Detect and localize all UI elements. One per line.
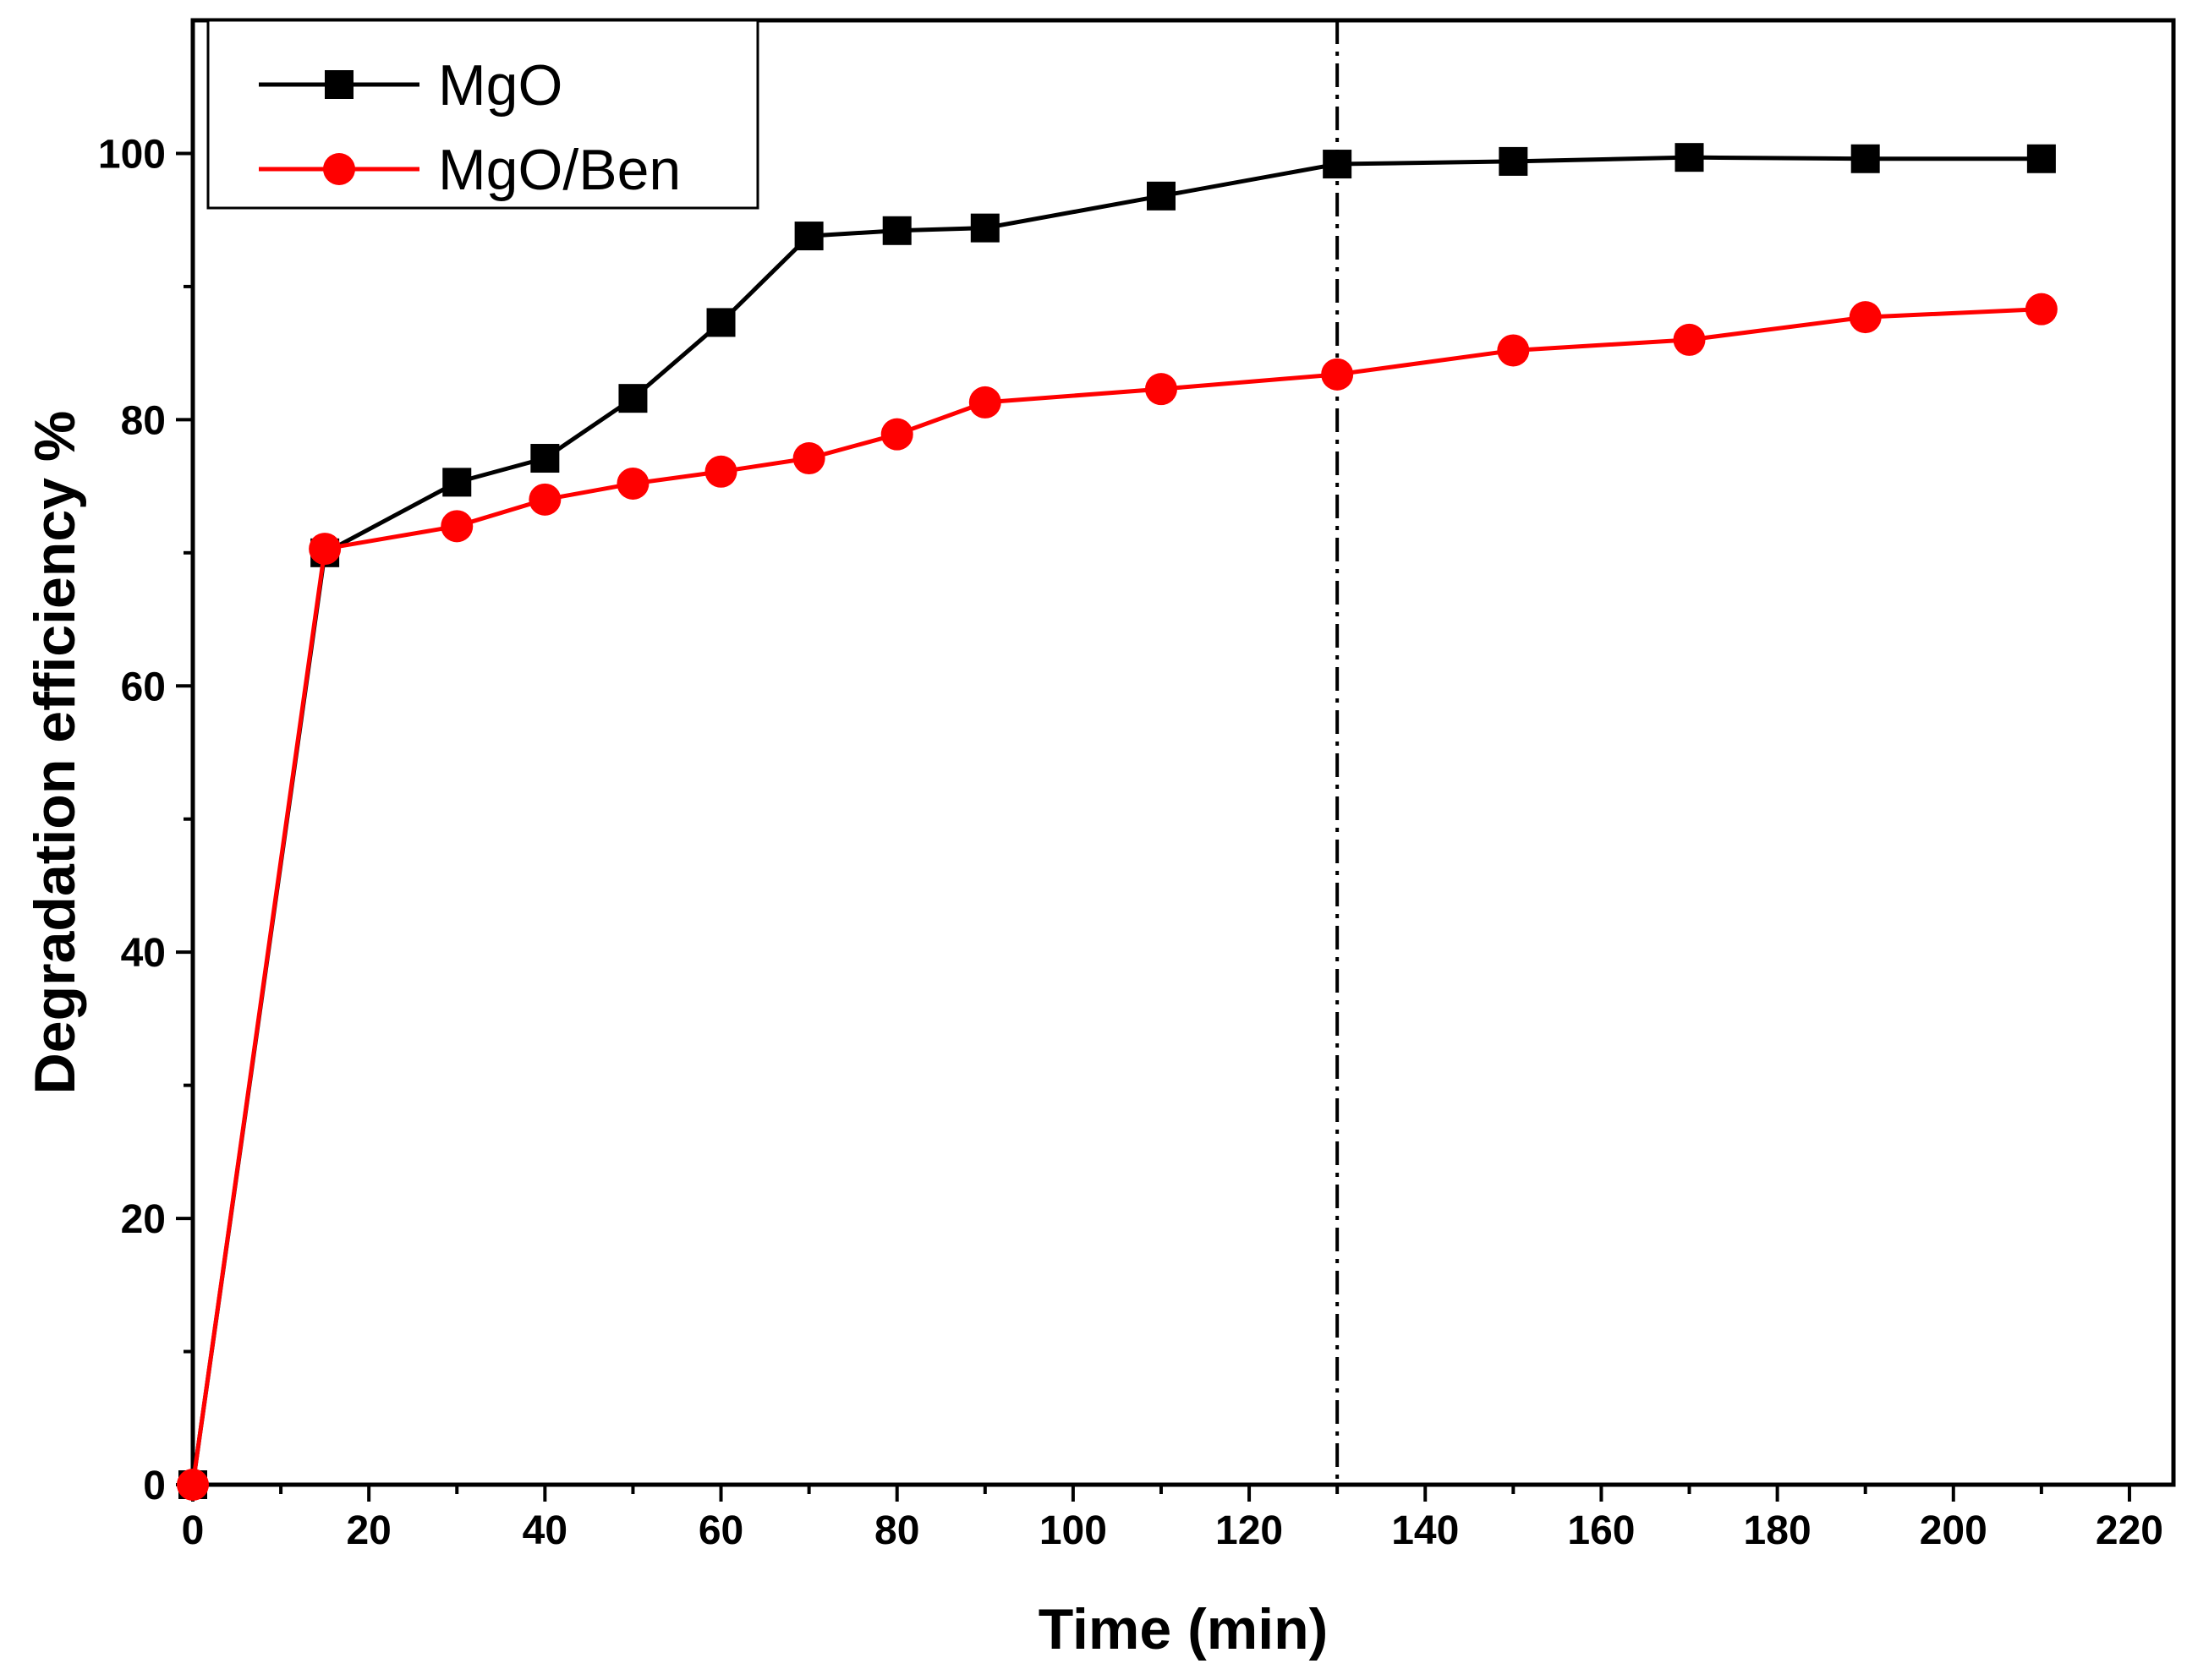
series-mgo [178, 143, 2056, 1499]
y-tick-label: 40 [121, 931, 166, 976]
legend-marker [325, 70, 354, 99]
y-axis-title: Degradation efficiency % [23, 411, 87, 1095]
data-point [617, 467, 650, 500]
data-point [177, 1469, 209, 1501]
legend-label: MgO [438, 53, 562, 118]
data-point [441, 510, 474, 543]
data-point [1323, 150, 1352, 179]
legend-box [206, 19, 759, 210]
data-point [530, 444, 560, 473]
x-tick-label: 0 [182, 1508, 205, 1553]
data-point [1499, 146, 1528, 176]
data-point [704, 455, 737, 488]
data-point [1849, 301, 1882, 334]
data-point [618, 384, 648, 413]
x-tick-label: 100 [1039, 1508, 1107, 1553]
y-tick-label: 100 [98, 132, 166, 177]
legend-marker [323, 153, 355, 185]
data-point [1673, 323, 1706, 356]
x-tick-label: 20 [346, 1508, 391, 1553]
series-layer [177, 143, 2058, 1501]
x-tick-label: 40 [523, 1508, 567, 1553]
data-point [970, 213, 1000, 243]
data-point [1144, 373, 1177, 406]
data-point [706, 308, 736, 337]
data-point [1146, 181, 1176, 211]
legend: MgO MgO/Ben [206, 19, 759, 210]
plot-area [176, 18, 2176, 1502]
data-point [2025, 293, 2058, 326]
y-tick-label: 0 [143, 1464, 166, 1508]
x-tick-label: 180 [1744, 1508, 1812, 1553]
y-tick-label: 60 [121, 665, 166, 709]
data-point [309, 533, 342, 566]
data-point [880, 418, 913, 451]
series-line [190, 155, 2042, 1486]
data-point [968, 386, 1001, 419]
y-tick-label: 80 [121, 398, 166, 443]
data-point [794, 222, 824, 251]
data-point [792, 442, 825, 475]
x-tick-label: 60 [699, 1508, 743, 1553]
data-point [2026, 144, 2056, 173]
data-point [442, 468, 472, 497]
plot-frame [190, 18, 2176, 1487]
y-tick-label: 20 [121, 1197, 166, 1242]
legend-entry: MgO [259, 53, 562, 118]
x-tick-label: 120 [1215, 1508, 1283, 1553]
data-point [1675, 143, 1704, 172]
axis-ticks [176, 151, 2131, 1502]
data-point [1321, 358, 1354, 391]
legend-label: MgO/Ben [438, 138, 681, 202]
tick-labels: 0 20 40 60 80 100 120 140 160 180 200 220 0 20 40 60 80 1… [98, 132, 2163, 1553]
x-tick-label: 200 [1920, 1508, 1987, 1553]
x-tick-label: 140 [1391, 1508, 1459, 1553]
legend-entry: MgO/Ben [259, 138, 681, 202]
series-mgo-ben [177, 293, 2058, 1501]
x-tick-label: 160 [1567, 1508, 1635, 1553]
data-point [1850, 144, 1880, 173]
data-point [529, 483, 562, 516]
x-tick-label: 220 [2096, 1508, 2163, 1553]
x-tick-label: 80 [874, 1508, 919, 1553]
data-point [882, 216, 912, 245]
x-axis-title: Time (min) [1039, 1597, 1329, 1661]
data-point [1497, 334, 1530, 367]
